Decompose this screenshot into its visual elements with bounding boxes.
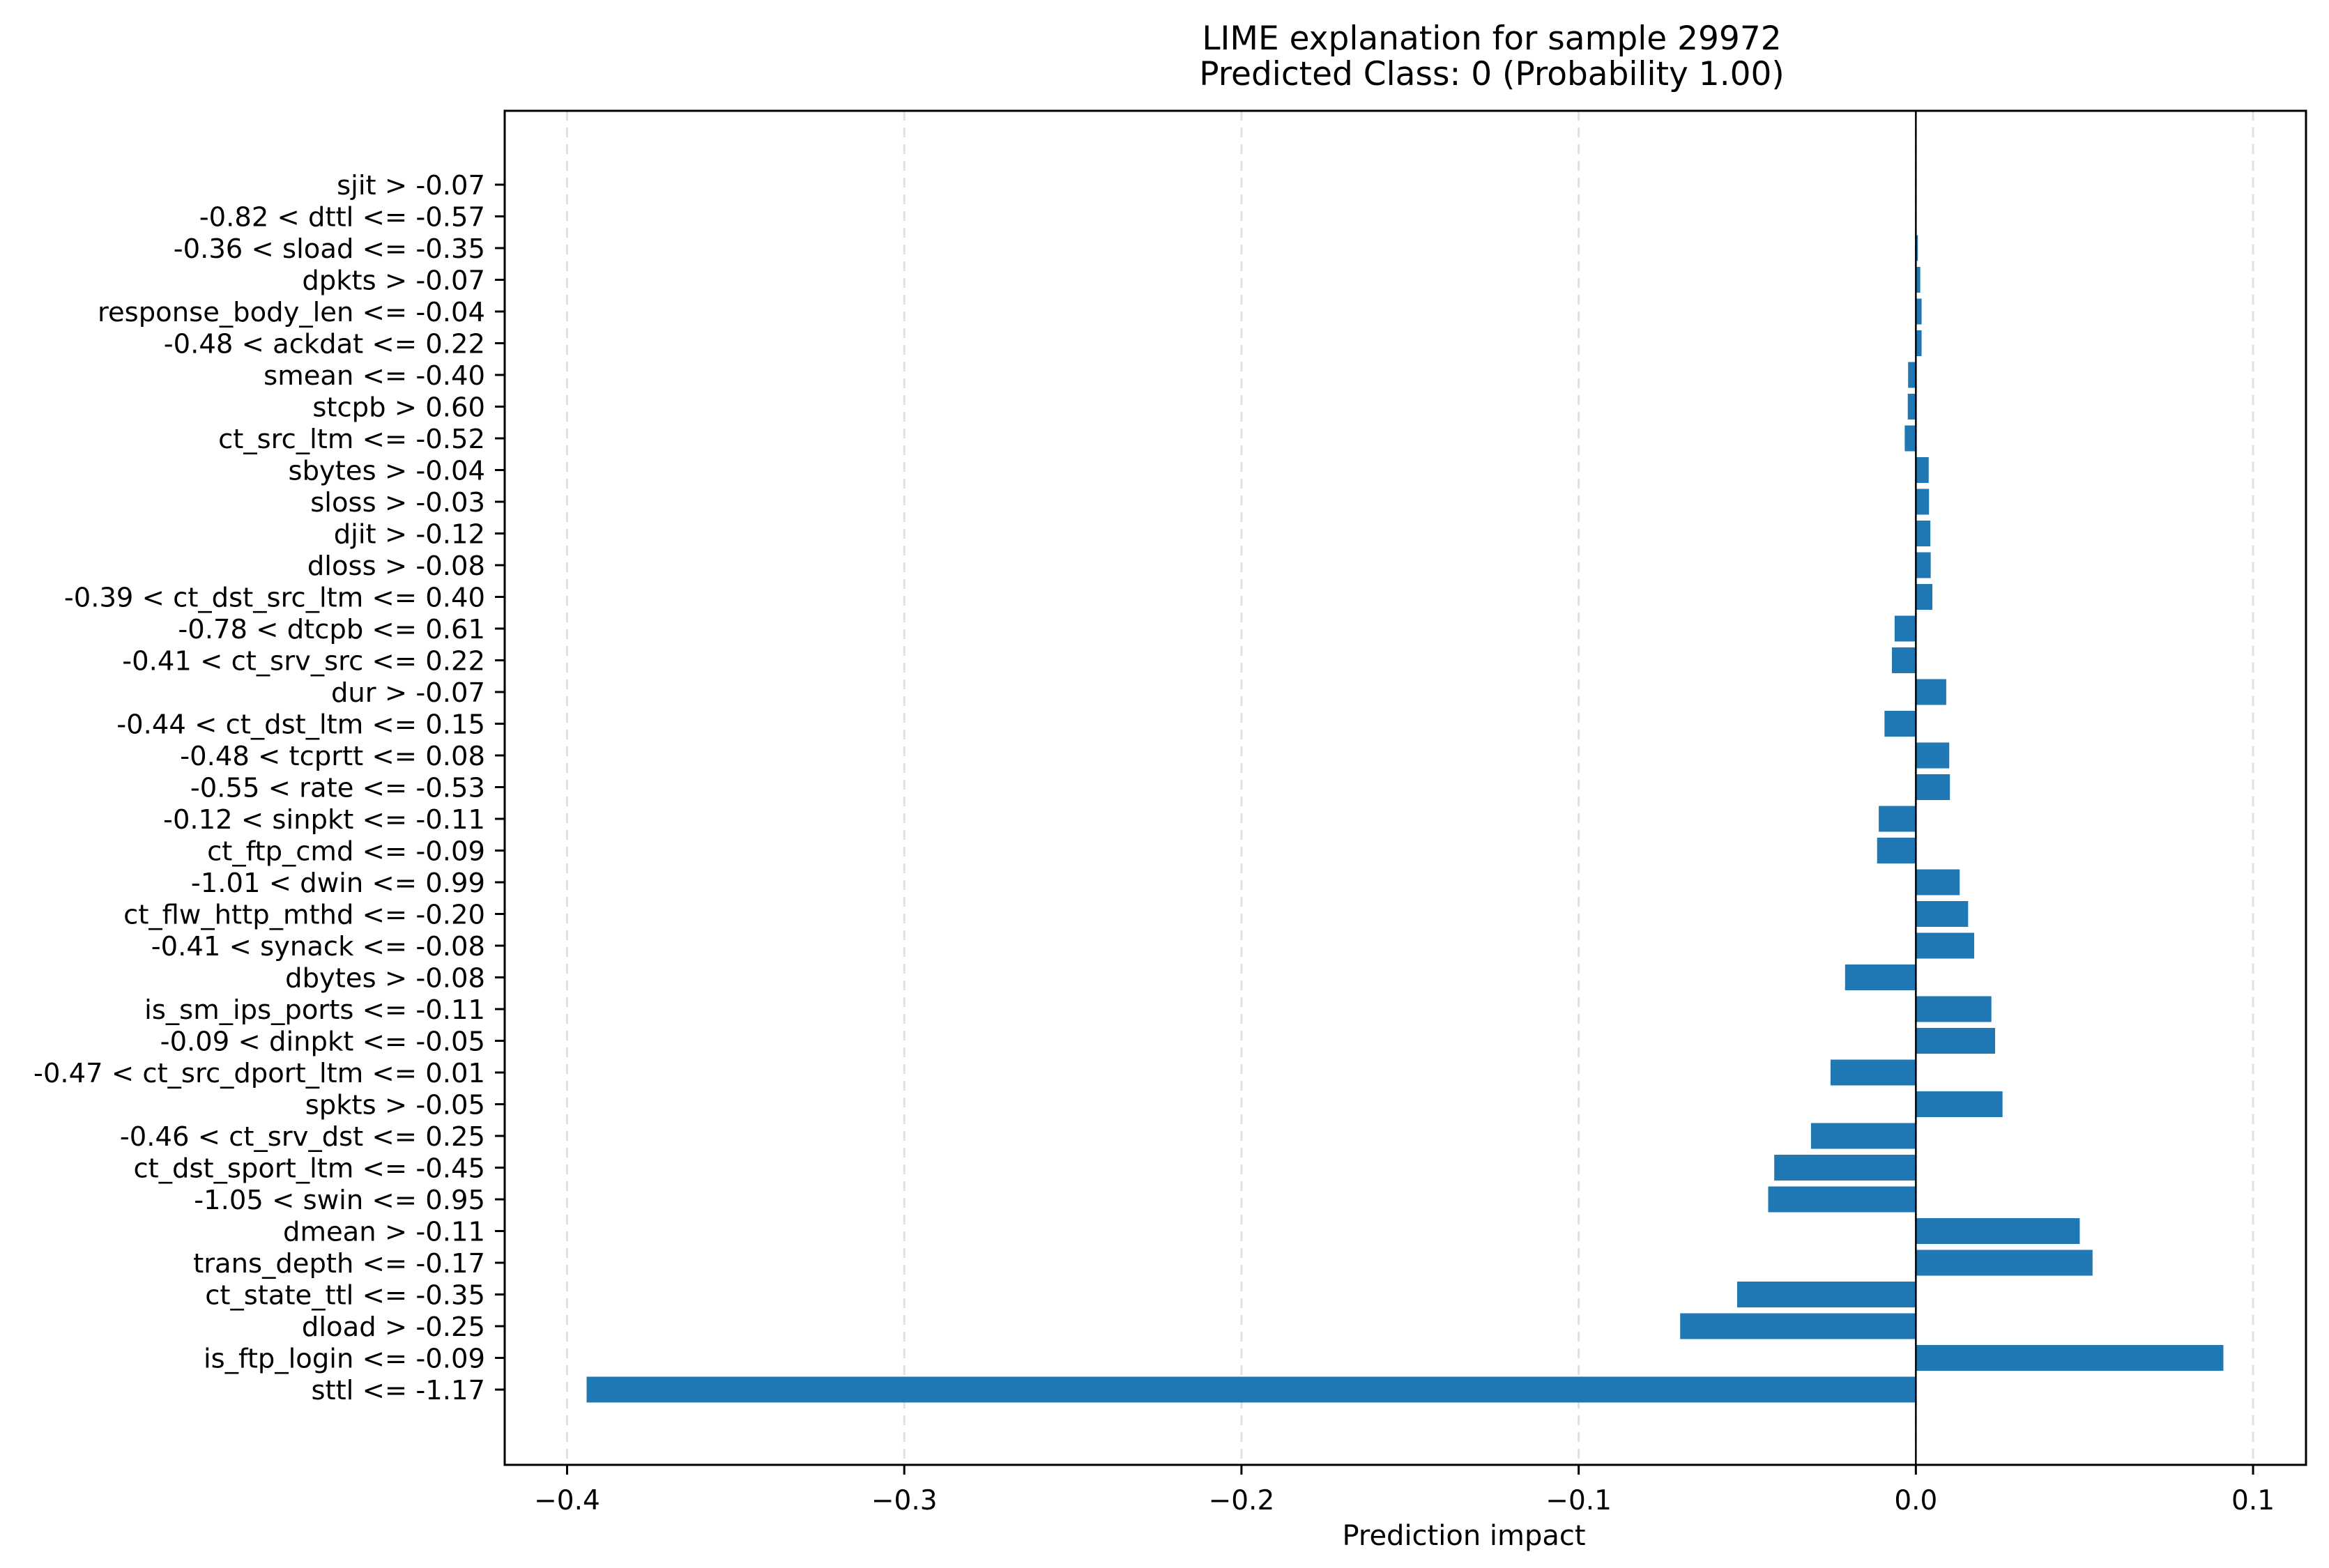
bar <box>1830 1059 1916 1086</box>
x-tick-label: −0.2 <box>1209 1485 1275 1516</box>
y-axis-ticks: sjit > -0.07-0.82 < dttl <= -0.57-0.36 <… <box>33 170 505 1406</box>
bar <box>1894 615 1916 642</box>
y-tick-label: -0.44 < ct_dst_ltm <= 0.15 <box>116 709 485 741</box>
chart-title-line-2: Predicted Class: 0 (Probability 1.00) <box>1199 55 1785 93</box>
y-tick-label: -0.48 < tcprtt <= 0.08 <box>180 741 485 772</box>
bar <box>1907 394 1916 420</box>
y-tick-label: -0.47 < ct_src_dport_ltm <= 0.01 <box>33 1058 485 1089</box>
bar <box>1916 932 1975 959</box>
y-tick-label: trans_depth <= -0.17 <box>193 1248 485 1279</box>
bar <box>1877 838 1916 863</box>
y-tick-label: dloss > -0.08 <box>307 551 485 582</box>
bar <box>1908 362 1916 388</box>
bar <box>1916 235 1918 261</box>
y-tick-label: dbytes > -0.08 <box>285 963 485 994</box>
y-tick-label: djit > -0.12 <box>334 519 485 551</box>
y-tick-label: -0.41 < ct_srv_src <= 0.22 <box>122 646 485 677</box>
y-tick-label: -1.01 < dwin <= 0.99 <box>191 868 485 899</box>
bar <box>1916 267 1921 293</box>
y-tick-label: -0.48 < ackdat <= 0.22 <box>164 329 485 360</box>
y-tick-label: ct_dst_sport_ltm <= -0.45 <box>134 1153 486 1185</box>
bar <box>1916 1028 1996 1054</box>
bar <box>1916 552 1931 578</box>
bar <box>1916 330 1922 356</box>
bar <box>1904 425 1916 452</box>
y-tick-label: stcpb > 0.60 <box>312 392 485 424</box>
bar <box>1916 901 1969 927</box>
y-tick-label: -0.78 < dtcpb <= 0.61 <box>178 614 485 645</box>
bar <box>1916 584 1933 610</box>
bar <box>1736 1282 1916 1307</box>
y-tick-label: -0.12 < sinpkt <= -0.11 <box>163 804 485 836</box>
y-tick-label: smean <= -0.40 <box>264 360 485 392</box>
y-tick-label: -0.41 < synack <= -0.08 <box>151 931 485 962</box>
y-tick-label: sloss > -0.03 <box>310 487 485 518</box>
y-tick-label: ct_state_ttl <= -0.35 <box>205 1280 485 1312</box>
y-tick-label: sjit > -0.07 <box>337 170 485 201</box>
y-tick-label: ct_flw_http_mthd <= -0.20 <box>123 900 485 931</box>
y-tick-label: -0.39 < ct_dst_src_ltm <= 0.40 <box>64 583 485 614</box>
bar <box>1916 774 1950 800</box>
bar <box>1916 457 1929 483</box>
bar <box>1768 1186 1916 1213</box>
x-tick-label: −0.4 <box>534 1485 600 1516</box>
bar <box>1916 1250 2093 1276</box>
y-tick-label: dpkts > -0.07 <box>302 266 485 297</box>
y-tick-label: -0.36 < sload <= -0.35 <box>174 233 485 265</box>
x-tick-label: −0.3 <box>871 1485 938 1516</box>
y-tick-label: dload > -0.25 <box>302 1312 485 1343</box>
y-tick-label: spkts > -0.05 <box>305 1090 485 1121</box>
bar <box>1680 1313 1916 1339</box>
y-tick-label: ct_ftp_cmd <= -0.09 <box>207 836 485 868</box>
chart-title-line-1: LIME explanation for sample 29972 <box>1202 20 1782 58</box>
x-tick-label: −0.1 <box>1545 1485 1612 1516</box>
bar <box>1916 1218 2080 1244</box>
y-tick-label: response_body_len <= -0.04 <box>98 297 485 328</box>
y-tick-label: is_sm_ips_ports <= -0.11 <box>144 994 485 1026</box>
bars <box>586 203 2224 1403</box>
y-tick-label: ct_src_ltm <= -0.52 <box>218 424 485 455</box>
y-tick-label: dmean > -0.11 <box>283 1217 485 1248</box>
bar <box>1916 298 1922 325</box>
y-tick-label: -1.05 < swin <= 0.95 <box>194 1185 485 1216</box>
bar <box>1774 1155 1916 1181</box>
bar <box>1916 1345 2224 1371</box>
bar <box>1879 806 1916 832</box>
bar <box>1845 964 1916 990</box>
y-tick-label: sttl <= -1.17 <box>311 1375 485 1406</box>
y-tick-label: dur > -0.07 <box>331 677 485 709</box>
x-axis-ticks: −0.4 −0.3 −0.2 −0.1 0.0 0.1 <box>534 1465 2275 1516</box>
bar <box>1916 996 1992 1022</box>
bar <box>1916 489 1930 515</box>
bar <box>1884 711 1916 737</box>
y-tick-label: sbytes > -0.04 <box>289 456 485 487</box>
y-tick-label: -0.55 < rate <= -0.53 <box>190 773 485 804</box>
y-tick-label: -0.09 < dinpkt <= -0.05 <box>160 1027 485 1058</box>
x-axis-label: Prediction impact <box>1342 1520 1586 1552</box>
bar <box>586 1376 1916 1403</box>
y-tick-label: -0.82 < dttl <= -0.57 <box>199 202 485 233</box>
y-tick-label: is_ftp_login <= -0.09 <box>204 1344 485 1375</box>
x-tick-label: 0.0 <box>1894 1485 1937 1516</box>
y-tick-label: -0.46 < ct_srv_dst <= 0.25 <box>120 1121 485 1153</box>
bar <box>1916 521 1931 546</box>
bar <box>1916 869 1960 896</box>
bar <box>1916 679 1946 705</box>
x-tick-label: 0.1 <box>2231 1485 2275 1516</box>
bar <box>1810 1123 1916 1149</box>
bar <box>1891 647 1916 673</box>
bar <box>1916 742 1950 769</box>
bar <box>1916 1091 2003 1117</box>
